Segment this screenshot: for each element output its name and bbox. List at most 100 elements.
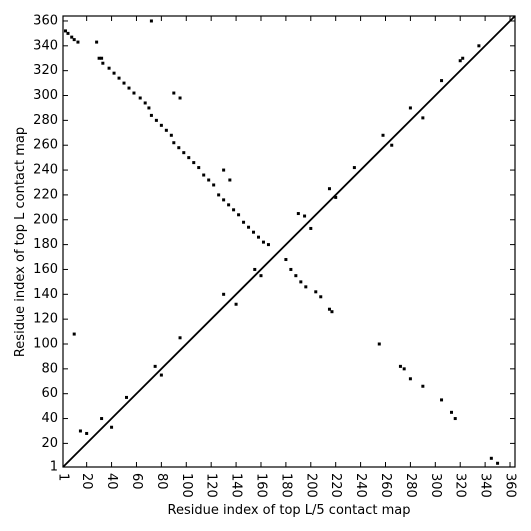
contact-point xyxy=(197,166,201,170)
x-tick-label: 20 xyxy=(79,473,94,490)
contact-point xyxy=(143,101,147,105)
y-tick-label: 360 xyxy=(33,13,58,28)
contact-point xyxy=(252,230,256,234)
y-tick-label: 280 xyxy=(33,113,58,128)
contact-point xyxy=(159,123,163,127)
contact-point xyxy=(70,35,74,39)
contact-point xyxy=(253,267,257,271)
y-tick-label: 60 xyxy=(41,386,58,401)
x-tick-label: 160 xyxy=(253,473,268,498)
contact-point xyxy=(489,456,493,460)
contact-point xyxy=(237,213,241,217)
contact-point xyxy=(76,40,80,44)
contact-point xyxy=(284,258,288,262)
contact-point xyxy=(232,208,236,212)
contact-point xyxy=(72,332,76,336)
contact-point xyxy=(261,240,265,244)
contact-point xyxy=(227,203,231,207)
y-tick-label: 340 xyxy=(33,38,58,53)
x-tick-label: 140 xyxy=(229,473,244,498)
y-tick-label: 200 xyxy=(33,212,58,227)
contact-point xyxy=(330,310,334,314)
contact-point xyxy=(78,429,82,433)
contact-point xyxy=(212,183,216,187)
contact-point xyxy=(408,377,412,381)
contact-point xyxy=(408,106,412,110)
contact-point xyxy=(202,173,206,177)
contact-point xyxy=(63,29,67,33)
contact-point xyxy=(187,156,191,160)
contact-point xyxy=(132,91,136,95)
contact-point xyxy=(458,59,462,63)
contact-point xyxy=(289,267,293,271)
diagonal-line xyxy=(62,15,516,468)
y-tick-label: 120 xyxy=(33,312,58,327)
contact-point xyxy=(228,178,232,182)
y-tick-label: 180 xyxy=(33,237,58,252)
contact-point xyxy=(390,143,394,147)
contact-point xyxy=(178,336,182,340)
contact-point xyxy=(66,31,70,35)
contact-point xyxy=(266,243,270,247)
x-tick-label: 80 xyxy=(154,473,169,490)
contact-point xyxy=(222,292,226,296)
contact-point xyxy=(234,302,238,306)
y-tick-label: 140 xyxy=(33,287,58,302)
contact-point xyxy=(256,235,260,239)
contact-point xyxy=(100,417,104,421)
contact-point xyxy=(309,226,313,230)
contact-point xyxy=(453,417,457,421)
contact-point xyxy=(172,141,176,145)
x-tick-label: 360 xyxy=(503,473,518,498)
contact-point xyxy=(149,19,153,23)
contact-point xyxy=(259,274,263,278)
y-tick-label: 20 xyxy=(41,436,58,451)
contact-point xyxy=(107,66,111,70)
contact-point xyxy=(217,193,221,197)
contact-point xyxy=(247,225,251,229)
x-axis-label: Residue index of top L/5 contact map xyxy=(168,503,411,518)
y-tick-label: 260 xyxy=(33,138,58,153)
contact-point xyxy=(117,76,121,80)
x-tick-label: 1 xyxy=(56,473,71,481)
contact-point xyxy=(138,96,142,100)
contact-point xyxy=(101,61,105,65)
contact-point xyxy=(97,56,101,60)
x-tick-label: 240 xyxy=(353,473,368,498)
y-tick-label: 300 xyxy=(33,88,58,103)
contact-point xyxy=(178,96,182,100)
contact-point xyxy=(377,342,381,346)
contact-point xyxy=(192,161,196,165)
contact-point xyxy=(222,168,226,172)
contact-point xyxy=(172,91,176,95)
contact-point xyxy=(122,81,126,85)
x-tick-label: 220 xyxy=(328,473,343,498)
x-tick-label: 200 xyxy=(303,473,318,498)
y-tick-label: 100 xyxy=(33,337,58,352)
x-tick-label: 100 xyxy=(179,473,194,498)
contact-point xyxy=(496,461,500,465)
contact-point xyxy=(440,79,444,83)
contact-point xyxy=(110,425,114,429)
contact-point xyxy=(421,384,425,388)
contact-point xyxy=(319,295,323,299)
contact-point xyxy=(112,71,116,75)
contact-point xyxy=(449,410,453,414)
contact-point xyxy=(182,151,186,155)
contact-point xyxy=(149,113,153,117)
contact-point xyxy=(381,133,385,137)
contact-point xyxy=(85,431,89,435)
x-tick-label: 260 xyxy=(378,473,393,498)
contact-point xyxy=(95,40,99,44)
x-tick-label: 340 xyxy=(478,473,493,498)
plot-frame xyxy=(62,15,516,468)
contact-point xyxy=(159,373,163,377)
contact-point xyxy=(327,187,331,191)
contact-point xyxy=(327,307,331,311)
contact-point xyxy=(72,38,76,42)
contact-point xyxy=(440,398,444,402)
y-tick-label: 240 xyxy=(33,163,58,178)
contact-point xyxy=(303,214,307,218)
contact-point xyxy=(100,56,104,60)
